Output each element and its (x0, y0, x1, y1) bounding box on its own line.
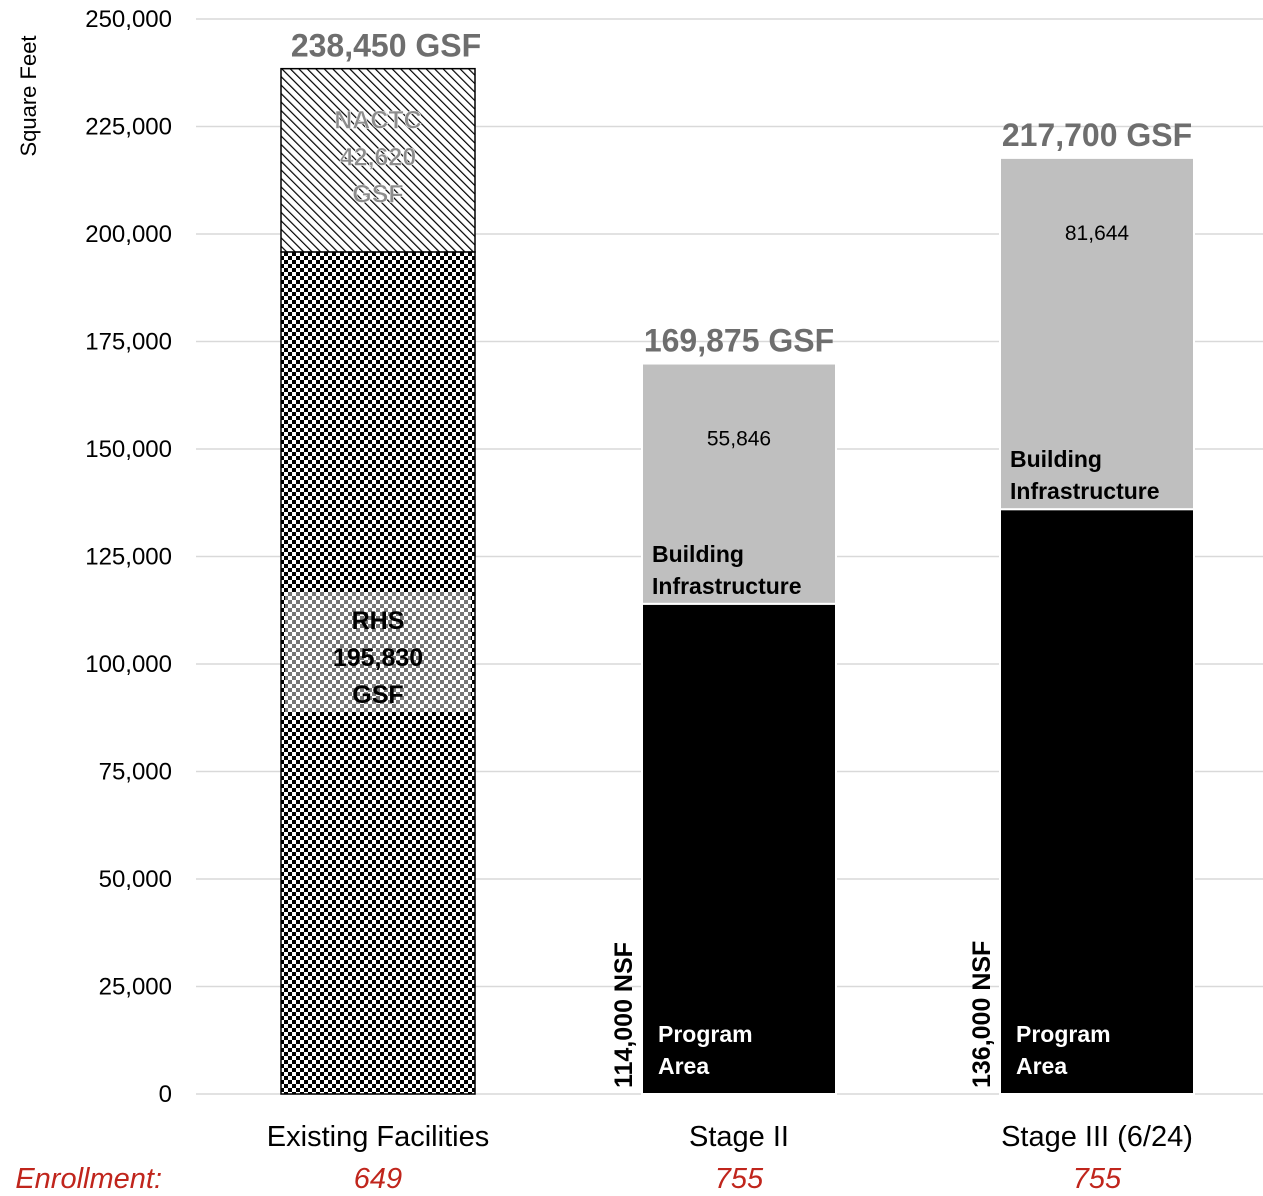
bar-total-label: 169,875 GSF (644, 323, 834, 359)
segment-label: NACTC (334, 107, 422, 135)
segment-value-label: 55,846 (707, 428, 771, 451)
x-category-label: Stage III (6/24) (1001, 1121, 1193, 1153)
x-axis-categories: Existing Facilities 649 Stage II 755 Stage I… (267, 1121, 1193, 1195)
bar-total-label: 217,700 GSF (1002, 117, 1192, 153)
segment-label: Building (1010, 446, 1102, 472)
bar-labels: RHS 195,830 GSF NACTC 42,620 GSF 238,450 GSF Pr… (291, 28, 1192, 1088)
segment-label: Program (1016, 1021, 1111, 1047)
y-tick-label: 0 (159, 1081, 172, 1108)
y-tick-label: 225,000 (85, 114, 172, 141)
y-axis-ticks: 0 25,000 50,000 75,000 100,000 125,000 150,000… (85, 6, 172, 1108)
x-category-label: Stage II (689, 1121, 789, 1153)
y-tick-label: 250,000 (85, 6, 172, 33)
segment-label: Area (1016, 1053, 1067, 1079)
bar-segment (999, 508, 1195, 1095)
y-tick-label: 75,000 (99, 759, 172, 786)
y-tick-label: 125,000 (85, 544, 172, 571)
y-tick-label: 200,000 (85, 221, 172, 248)
bar-total-label: 238,450 GSF (291, 28, 481, 64)
segment-label: GSF (352, 681, 403, 709)
y-tick-label: 50,000 (99, 866, 172, 893)
bars (280, 67, 1195, 1095)
nsf-side-label: 114,000 NSF (610, 942, 638, 1088)
segment-label: 42,620 (340, 144, 416, 172)
bar-segment (999, 156, 1195, 511)
enrollment-label: Enrollment: (15, 1163, 162, 1195)
label-backing (285, 592, 471, 712)
enrollment-value: 649 (354, 1163, 402, 1195)
enrollment-value: 755 (715, 1163, 764, 1195)
x-category-label: Existing Facilities (267, 1121, 489, 1153)
segment-label: 195,830 (333, 644, 423, 672)
bar-segment (641, 362, 837, 605)
segment-label: Area (658, 1053, 709, 1079)
y-tick-label: 100,000 (85, 651, 172, 678)
enrollment-value: 755 (1073, 1163, 1122, 1195)
y-tick-label: 175,000 (85, 329, 172, 356)
segment-label: Building (652, 541, 744, 567)
segment-value-label: 81,644 (1065, 222, 1130, 245)
bar-segment (280, 67, 476, 253)
segment-label: Infrastructure (1010, 478, 1160, 504)
segment-label: RHS (352, 607, 405, 635)
y-axis-label: Square Feet (16, 35, 41, 156)
y-tick-label: 150,000 (85, 436, 172, 463)
bar-segment (641, 602, 837, 1095)
y-tick-label: 25,000 (99, 974, 172, 1001)
segment-label: GSF (352, 181, 403, 209)
nsf-side-label: 136,000 NSF (968, 941, 996, 1088)
segment-label: Infrastructure (652, 573, 802, 599)
segment-label: Program (658, 1021, 753, 1047)
